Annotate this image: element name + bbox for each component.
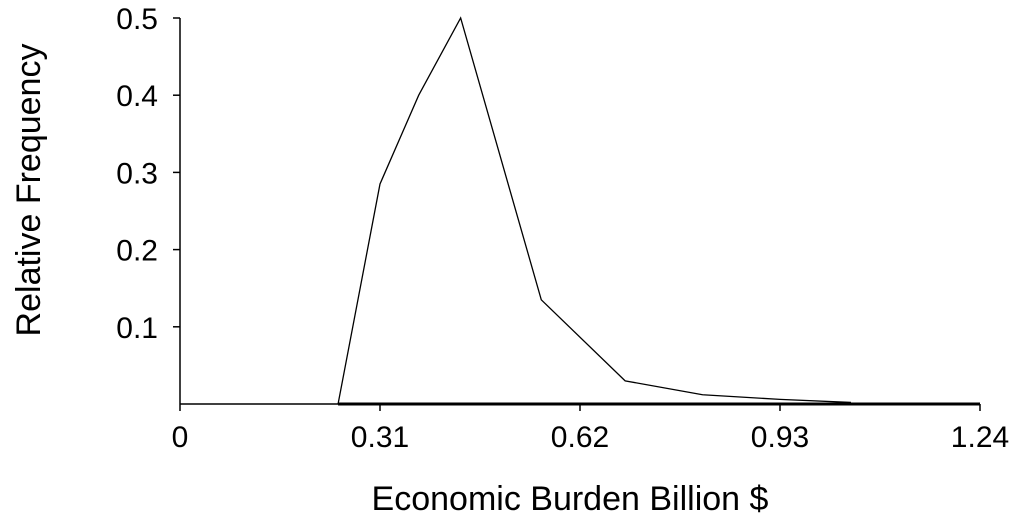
y-ticks: 0.1 0.2 0.3 0.4 0.5	[116, 3, 180, 345]
x-tick-label: 0.93	[751, 421, 809, 454]
x-tick-label: 1.24	[951, 421, 1009, 454]
x-tick-label: 0.62	[551, 421, 609, 454]
x-tick-label: 0.31	[351, 421, 409, 454]
y-tick-label: 0.3	[116, 157, 158, 190]
y-tick-label: 0.1	[116, 312, 158, 345]
y-tick-label: 0.4	[116, 80, 158, 113]
x-tick-label: 0	[172, 421, 189, 454]
axes	[179, 18, 980, 405]
x-ticks: 0 0.31 0.62 0.93 1.24	[172, 404, 1009, 454]
frequency-line-series-0	[337, 16, 851, 405]
y-axis-title: Relative Frequency	[10, 44, 48, 337]
x-axis-title: Economic Burden Billion $	[372, 480, 769, 518]
y-tick-label: 0.2	[116, 235, 158, 268]
y-tick-label: 0.5	[116, 3, 158, 36]
plot-area	[337, 16, 980, 406]
